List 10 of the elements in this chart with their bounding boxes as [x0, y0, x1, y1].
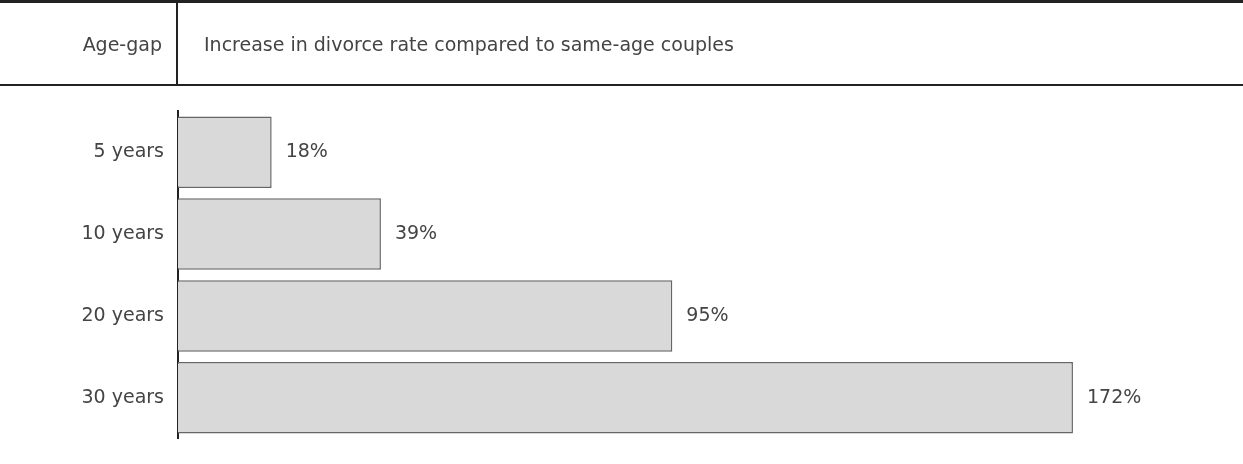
x-axis-title: Increase in divorce rate compared to same-age couples — [203, 31, 734, 57]
y-tick-label: 20 years — [81, 302, 164, 325]
data-label: 18% — [285, 139, 328, 162]
y-axis-title: Age-gap — [0, 3, 178, 84]
y-tick-label: 5 years — [93, 139, 164, 162]
data-label: 172% — [1086, 384, 1142, 407]
data-label: 95% — [686, 302, 729, 325]
y-tick-label: 30 years — [81, 384, 164, 407]
y-tick-label: 10 years — [81, 221, 164, 244]
data-label: 39% — [394, 221, 438, 244]
